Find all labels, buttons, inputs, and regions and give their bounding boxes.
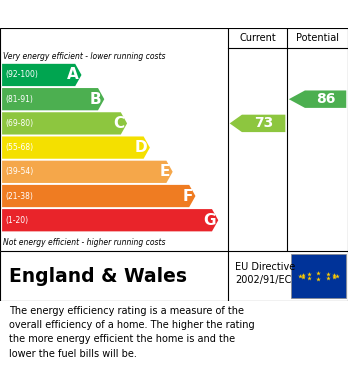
Bar — [291, 254, 346, 298]
Polygon shape — [230, 115, 285, 132]
Polygon shape — [2, 185, 196, 207]
Text: (55-68): (55-68) — [6, 143, 34, 152]
Polygon shape — [2, 136, 150, 159]
Polygon shape — [2, 88, 104, 110]
Text: The energy efficiency rating is a measure of the
overall efficiency of a home. T: The energy efficiency rating is a measur… — [9, 305, 254, 359]
Text: 86: 86 — [316, 92, 335, 106]
Text: E: E — [159, 164, 170, 179]
Polygon shape — [2, 112, 127, 135]
Text: Not energy efficient - higher running costs: Not energy efficient - higher running co… — [3, 238, 166, 247]
Text: (39-54): (39-54) — [6, 167, 34, 176]
Text: England & Wales: England & Wales — [9, 267, 187, 285]
Text: (1-20): (1-20) — [6, 216, 29, 225]
Text: 73: 73 — [254, 117, 273, 130]
Text: (81-91): (81-91) — [6, 95, 33, 104]
Text: (21-38): (21-38) — [6, 192, 33, 201]
Text: C: C — [113, 116, 124, 131]
Text: Potential: Potential — [296, 33, 339, 43]
Text: D: D — [134, 140, 147, 155]
Text: (69-80): (69-80) — [6, 119, 34, 128]
Text: Very energy efficient - lower running costs: Very energy efficient - lower running co… — [3, 52, 166, 61]
Polygon shape — [289, 90, 346, 108]
Text: A: A — [67, 68, 79, 83]
Polygon shape — [2, 209, 218, 231]
Text: EU Directive
2002/91/EC: EU Directive 2002/91/EC — [235, 262, 295, 285]
Text: Energy Efficiency Rating: Energy Efficiency Rating — [10, 7, 213, 22]
Text: G: G — [203, 213, 215, 228]
Polygon shape — [2, 161, 173, 183]
Text: B: B — [90, 91, 102, 107]
Polygon shape — [2, 64, 81, 86]
Text: F: F — [182, 188, 193, 204]
Text: (92-100): (92-100) — [6, 70, 38, 79]
Text: Current: Current — [239, 33, 276, 43]
